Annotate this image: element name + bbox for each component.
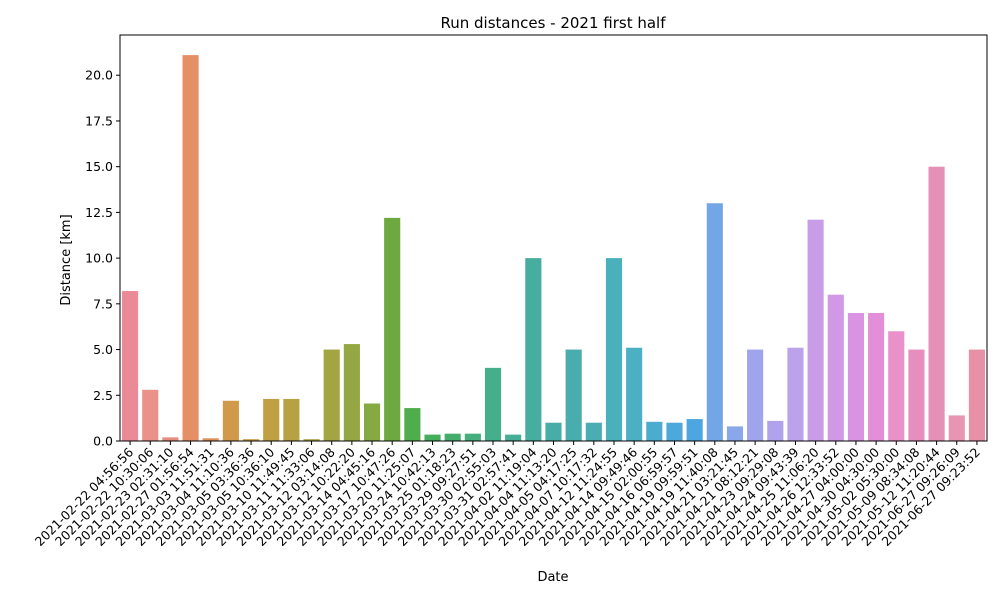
bar-19 [505,434,522,441]
bar-1 [142,389,159,441]
bar-31 [747,349,764,441]
x-axis-label: Date [537,570,568,585]
bar-13 [384,217,401,441]
bar-20 [525,258,542,441]
bar-12 [363,403,381,441]
bar-2 [162,437,179,441]
bar-30 [726,426,744,441]
bar-4 [202,438,219,441]
bar-6 [242,439,260,441]
bar-16 [444,433,461,441]
bar-39 [908,349,925,441]
bar-37 [868,312,885,441]
bar-24 [605,258,623,441]
y-tick-label-1: 2.5 [93,388,113,403]
plot-frame [119,34,988,442]
bar-42 [968,349,985,441]
y-tick-label-4: 10.0 [85,251,113,266]
bar-28 [686,419,703,441]
bar-3 [182,55,199,442]
bar-21 [545,422,562,441]
bar-27 [666,422,683,441]
y-tick-label-7: 17.5 [85,113,113,128]
bar-5 [222,400,239,441]
bar-0 [122,291,139,441]
y-tick-label-8: 20.0 [85,68,113,83]
bar-8 [283,398,300,441]
chart-title: Run distances - 2021 first half [440,14,666,32]
bar-22 [565,349,582,441]
bar-38 [888,331,905,441]
bar-17 [464,433,481,441]
y-tick-label-6: 15.0 [85,159,113,174]
bars-group [122,55,985,442]
bar-14 [404,408,421,441]
bar-9 [303,439,320,441]
bar-15 [424,434,441,441]
bar-29 [706,203,723,441]
bar-33 [787,347,804,441]
bar-18 [484,367,502,441]
bar-11 [343,344,360,441]
bar-7 [263,398,280,441]
bar-23 [585,422,602,441]
y-tick-label-3: 7.5 [93,296,113,311]
bar-35 [827,294,844,441]
y-tick-label-0: 0.0 [93,434,113,449]
bar-32 [767,420,784,441]
bar-10 [323,349,340,441]
bar-26 [646,421,663,441]
bar-41 [948,415,965,441]
y-tick-label-5: 12.5 [85,205,113,220]
bar-34 [807,219,824,441]
bar-25 [626,347,643,441]
y-axis-ticks: 0.0 2.5 5.0 7.5 10.0 12.5 15.0 17.5 20.0 [85,68,120,449]
y-axis-label: Distance [km] [59,214,74,305]
bar-36 [847,312,865,441]
bar-40 [928,166,945,441]
y-tick-label-2: 5.0 [93,342,113,357]
